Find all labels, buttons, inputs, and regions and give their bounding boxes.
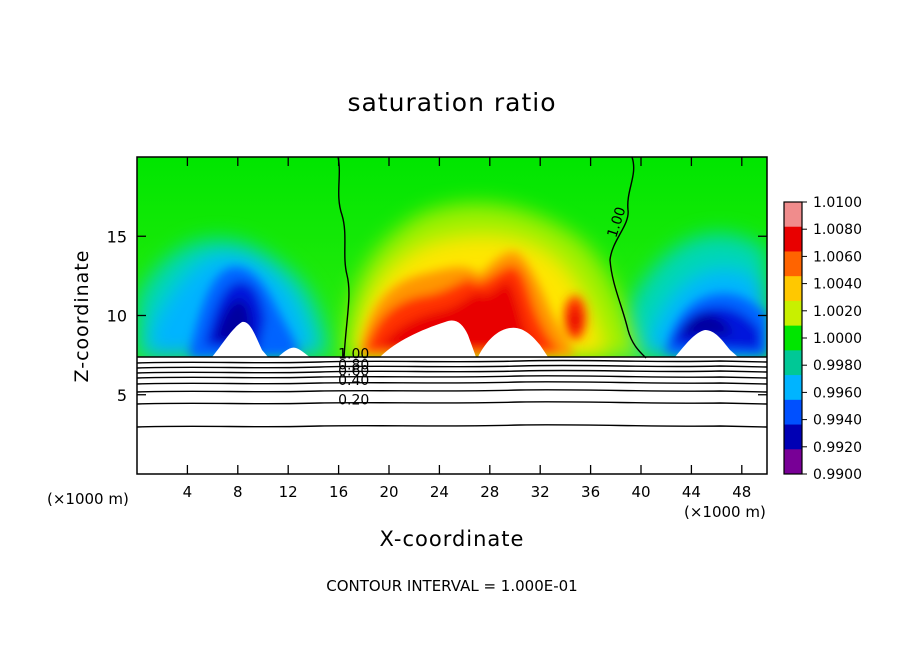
colorbar-segment (784, 424, 802, 450)
x-axis-unit-label-left: (×1000 m) (47, 490, 129, 508)
y-tick-label: 5 (117, 386, 127, 405)
x-tick-label: 8 (233, 483, 243, 501)
x-tick-label: 20 (379, 483, 398, 501)
x-axis-label: X-coordinate (379, 527, 525, 551)
colorbar: 1.0100 1.0080 1.0060 1.0040 1.0020 1.0000 0.99… (783, 195, 862, 483)
contour-line-0.40 (137, 389, 767, 393)
y-axis-label: Z-coordinate (71, 249, 93, 383)
x-tick-label: 16 (329, 483, 348, 501)
y-tick-label: 10 (107, 307, 127, 326)
contour-label: 1.00 (338, 346, 369, 362)
contour-label: 0.60 (338, 364, 369, 380)
x-tick-label: 40 (631, 483, 650, 501)
colorbar-segment (784, 449, 802, 475)
contour-line-0.50 (137, 381, 767, 385)
contour-line-1.00-left (337, 157, 350, 359)
colorbar-segment (784, 276, 802, 302)
colorbar-label: 1.0060 (813, 249, 862, 265)
colorbar-label: 1.0080 (813, 222, 862, 238)
colorbar-label: 0.9920 (813, 440, 862, 456)
colorbar-segment (784, 350, 802, 376)
y-axis: 5 10 15 (107, 227, 767, 405)
x-tick-label: 32 (531, 483, 550, 501)
contour-line-0.20 (137, 424, 767, 428)
colorbar-label: 1.0040 (813, 277, 862, 293)
colorbar-segment (784, 202, 802, 228)
colorbar-label: 0.9940 (813, 413, 862, 429)
colorbar-segment (784, 300, 802, 327)
y-tick-label: 15 (107, 227, 127, 246)
contour-line-0.70 (137, 369, 767, 374)
colorbar-segment (784, 325, 802, 351)
colorbar-segment (784, 226, 802, 252)
x-tick-label: 36 (581, 483, 600, 501)
contour-line-0.80 (137, 364, 767, 369)
contour-line-0.90 (137, 359, 767, 364)
colorbar-label: 0.9900 (813, 467, 862, 483)
x-tick-label: 24 (430, 483, 449, 501)
contour-line-0.30 (137, 401, 767, 405)
colorbar-segment (784, 251, 802, 277)
contour-lines (137, 157, 767, 428)
x-tick-label: 44 (682, 483, 701, 501)
x-tick-label: 12 (279, 483, 298, 501)
x-tick-label: 48 (732, 483, 751, 501)
colorbar-label: 1.0100 (813, 195, 862, 211)
contour-label: 0.20 (338, 392, 369, 408)
colorbar-label: 1.0020 (813, 304, 862, 320)
x-axis-unit-label-right: (×1000 m) (684, 503, 766, 521)
contour-interval-note: CONTOUR INTERVAL = 1.000E-01 (326, 577, 578, 595)
contour-label: 0.40 (338, 373, 369, 389)
colorbar-label: 0.9960 (813, 385, 862, 401)
contour-line-0.60 (137, 375, 767, 379)
x-axis: 4 8 12 16 20 24 28 32 36 40 44 48 (183, 157, 751, 501)
x-tick-label: 4 (183, 483, 193, 501)
contour-line-1.00-right (609, 157, 647, 359)
colorbar-label: 1.0000 (813, 331, 862, 347)
chart-title: saturation ratio (347, 88, 557, 117)
x-tick-label: 28 (480, 483, 499, 501)
colorbar-segment (784, 375, 802, 401)
contour-label: 0.80 (338, 357, 369, 373)
colorbar-segment (784, 399, 802, 426)
colorbar-label: 0.9980 (813, 358, 862, 374)
